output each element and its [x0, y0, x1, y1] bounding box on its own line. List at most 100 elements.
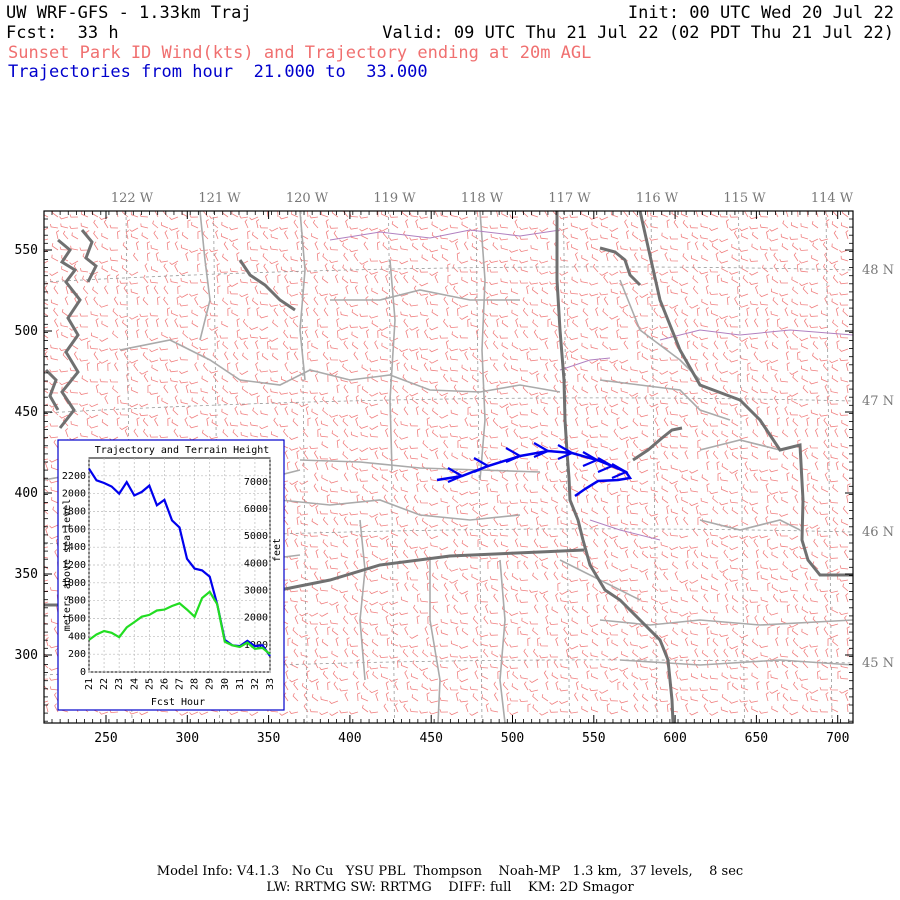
inset-x-tick-label: 21 — [84, 678, 95, 690]
wind-barb — [836, 593, 840, 603]
wind-barb — [739, 337, 749, 342]
wind-barb — [309, 445, 319, 450]
wind-barb — [522, 307, 529, 317]
wind-barb — [812, 341, 819, 350]
wind-barb — [611, 562, 619, 570]
wind-barb — [362, 264, 369, 273]
wind-barb — [461, 540, 469, 548]
wind-barb — [409, 422, 419, 427]
wind-barb — [653, 307, 659, 317]
wind-barb — [619, 436, 629, 441]
wind-barb — [633, 252, 639, 262]
wind-barb — [579, 227, 589, 231]
wind-barb — [419, 478, 429, 483]
wind-barb — [834, 527, 839, 537]
wind-barb — [496, 318, 500, 328]
wind-barb — [321, 474, 329, 482]
wind-barb — [649, 403, 659, 408]
wind-barb — [779, 390, 789, 394]
wind-barb — [812, 484, 819, 493]
wind-barb — [603, 274, 609, 284]
wind-barb — [459, 304, 469, 308]
wind-barb — [652, 583, 659, 592]
wind-barb — [216, 395, 221, 405]
wind-barb — [826, 285, 830, 295]
wind-barb — [101, 265, 109, 273]
wind-barb — [572, 385, 579, 394]
wind-barb — [60, 223, 69, 229]
inset-y-right-tick-label: 6000 — [244, 504, 268, 515]
wind-barb — [409, 644, 419, 648]
wind-barb — [671, 451, 679, 460]
wind-barb — [282, 253, 289, 262]
wind-barb — [93, 351, 99, 361]
wind-barb — [734, 582, 739, 592]
wind-barb — [99, 436, 109, 440]
wind-barb — [719, 370, 729, 374]
wind-barb — [259, 301, 269, 306]
wind-barb — [681, 628, 689, 636]
wind-barb — [50, 618, 59, 625]
wind-barb — [779, 543, 789, 548]
wind-barb — [49, 369, 59, 373]
wind-barb — [511, 288, 519, 295]
wind-barb — [792, 593, 799, 603]
wind-barb — [644, 505, 649, 515]
wind-barb — [86, 417, 90, 427]
wind-barb — [313, 483, 319, 493]
wind-barb — [679, 469, 689, 473]
wind-barb — [359, 313, 369, 317]
wind-barb — [679, 489, 689, 494]
wind-barb — [569, 645, 579, 650]
wind-barb — [519, 435, 529, 439]
wind-barb — [831, 221, 839, 229]
wind-barb — [526, 351, 530, 361]
wind-barb — [391, 221, 399, 229]
wind-barb — [121, 255, 129, 262]
wind-barb — [476, 516, 480, 526]
wind-barb — [395, 516, 400, 526]
wind-barb — [402, 527, 409, 537]
wind-barb — [589, 293, 599, 297]
wind-barb — [74, 274, 79, 284]
wind-barb — [559, 479, 569, 483]
wind-barb — [563, 626, 569, 636]
wind-barb — [464, 593, 469, 603]
wind-barb — [139, 213, 149, 218]
wind-barb — [120, 399, 129, 405]
wind-barb — [44, 260, 49, 264]
wind-barb — [561, 298, 569, 306]
wind-barb — [747, 362, 751, 372]
wind-barb — [381, 452, 389, 460]
wind-barb — [569, 600, 579, 604]
wind-barb — [603, 296, 609, 306]
wind-barb — [701, 254, 709, 262]
wind-barb — [639, 422, 649, 427]
wind-barb — [833, 263, 839, 273]
wind-barb — [223, 241, 229, 251]
wind-barb — [522, 472, 529, 482]
wind-barb — [329, 370, 339, 375]
wind-barb — [835, 329, 839, 339]
wind-barb — [809, 644, 819, 648]
wind-barb — [353, 252, 359, 262]
wind-barb — [769, 359, 779, 364]
wind-barb — [429, 292, 439, 297]
wind-barb — [340, 552, 349, 559]
wind-barb — [139, 370, 149, 375]
wind-barb — [581, 518, 589, 526]
wind-barb — [256, 307, 260, 317]
wind-barb — [280, 266, 289, 273]
wind-barb — [672, 561, 679, 570]
wind-barb — [349, 324, 359, 328]
wind-barb — [432, 429, 439, 438]
wind-barb — [119, 411, 129, 416]
wind-barb — [700, 585, 709, 592]
wind-barb — [823, 263, 829, 273]
wind-barb — [93, 241, 99, 251]
wind-barb — [791, 276, 799, 284]
wind-barb — [574, 472, 579, 482]
wind-barb — [593, 538, 599, 548]
wind-barb — [706, 483, 710, 493]
wind-barb — [759, 213, 769, 218]
